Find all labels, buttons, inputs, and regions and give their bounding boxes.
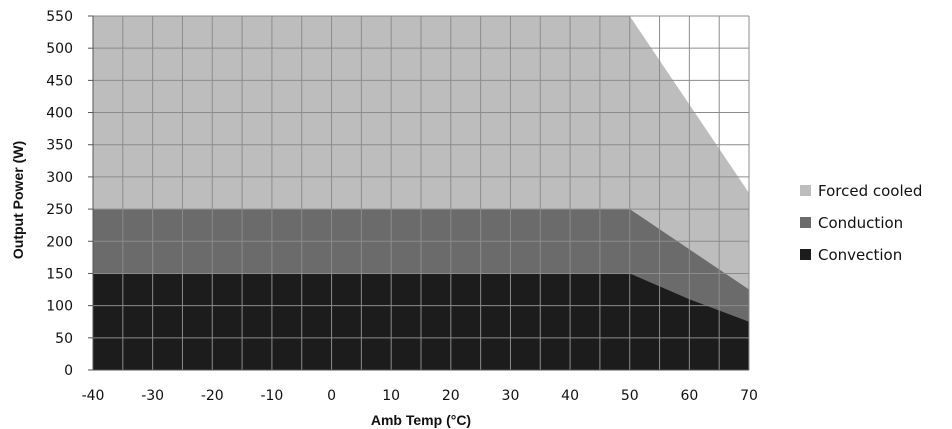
- y-tick-label: 350: [46, 138, 73, 154]
- y-tick-label: 300: [46, 170, 73, 186]
- y-tick-label: 200: [46, 234, 73, 250]
- y-tick-label: 100: [46, 299, 73, 315]
- x-tick-label: 40: [561, 388, 579, 404]
- y-axis-label: Output Power (W): [10, 141, 26, 259]
- x-tick-label: -30: [141, 388, 164, 404]
- legend-label: Forced cooled: [818, 182, 922, 200]
- x-tick-label: 50: [621, 388, 639, 404]
- legend-swatch: [800, 185, 811, 196]
- x-tick-label: -40: [82, 388, 105, 404]
- y-tick-label: 50: [55, 331, 73, 347]
- y-tick-label: 500: [46, 41, 73, 57]
- x-tick-label: 10: [382, 388, 400, 404]
- y-tick-label: 150: [46, 266, 73, 282]
- x-axis-ticks: -40 -30 -20 -10 0 10 20 30 40 50 60 70: [82, 388, 758, 404]
- y-tick-label: 450: [46, 73, 73, 89]
- y-tick-label: 250: [46, 202, 73, 218]
- legend: Forced cooled Conduction Convection: [800, 182, 922, 264]
- x-tick-label: 0: [327, 388, 336, 404]
- legend-swatch: [800, 217, 811, 228]
- legend-swatch: [800, 249, 811, 260]
- y-axis-ticks: 0 50 100 150 200 250 300 350 400 450 500 550: [46, 9, 93, 379]
- legend-label: Convection: [818, 246, 902, 264]
- x-tick-label: 60: [680, 388, 698, 404]
- x-tick-label: 20: [442, 388, 460, 404]
- x-tick-label: 30: [502, 388, 520, 404]
- y-tick-label: 0: [64, 363, 73, 379]
- x-tick-label: -10: [260, 388, 283, 404]
- x-tick-label: 70: [740, 388, 758, 404]
- x-tick-label: -20: [201, 388, 224, 404]
- y-tick-label: 400: [46, 106, 73, 122]
- x-axis-label: Amb Temp (°C): [371, 412, 471, 428]
- y-tick-label: 550: [46, 9, 73, 25]
- grid-lines: [92, 15, 750, 371]
- legend-label: Conduction: [818, 214, 903, 232]
